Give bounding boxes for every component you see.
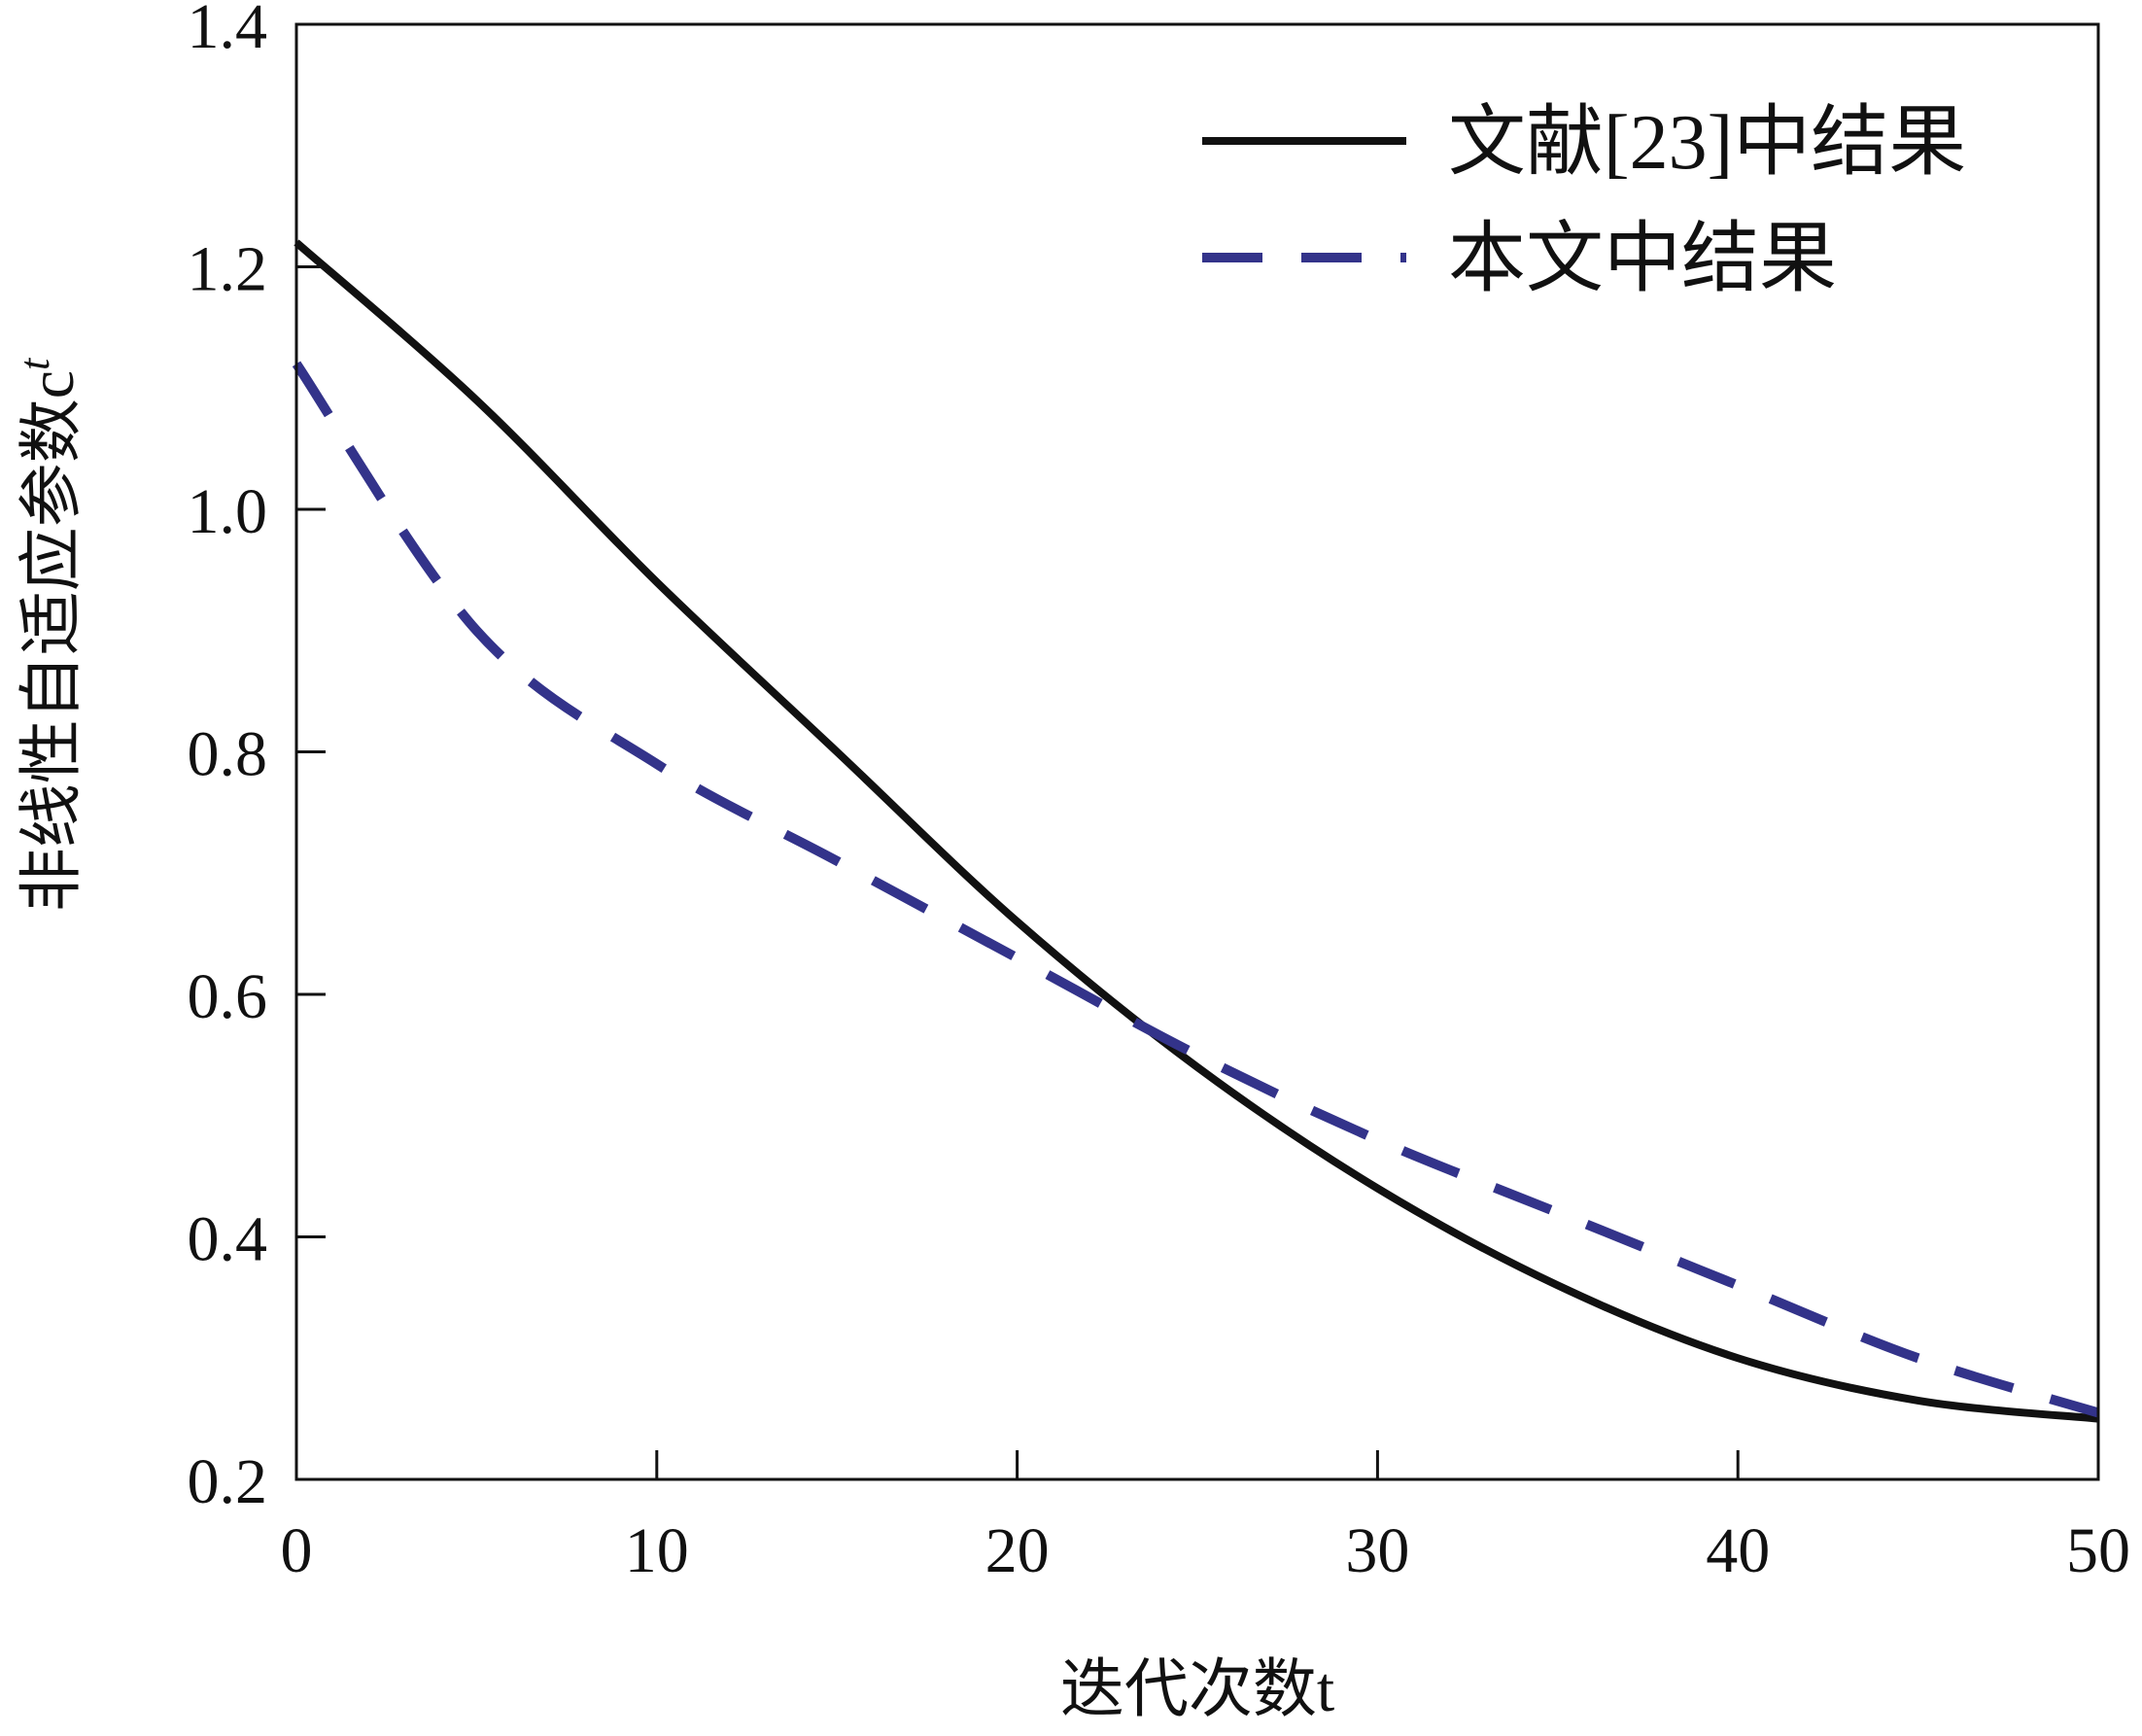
y-axis-label: 非线性自适应参数ct [11, 357, 87, 912]
series-line-1 [294, 239, 2099, 1423]
x-tick-label: 50 [2066, 1515, 2130, 1586]
x-tick-label: 30 [1345, 1515, 1409, 1586]
y-tick-label: 0.2 [188, 1446, 268, 1517]
axis-ticks: 0 10 20 30 40 50 0.2 0.4 0.6 0.8 1.0 1.2 1.4 [188, 0, 2131, 1586]
y-tick-label: 1.4 [188, 0, 268, 62]
series-lines [292, 239, 2100, 1423]
y-tick-label: 1.0 [188, 476, 268, 547]
legend-label-2: 本文中结果 [1448, 217, 1837, 302]
y-tick-label: 0.8 [188, 719, 268, 790]
x-tick-label: 40 [1706, 1515, 1770, 1586]
legend-label-1: 文献[23]中结果 [1448, 100, 1966, 186]
x-tick-label: 20 [985, 1515, 1050, 1586]
y-tick-label: 0.4 [188, 1204, 268, 1275]
y-tick-label: 1.2 [188, 234, 268, 305]
plot-frame [294, 22, 2100, 1481]
series-line-2 [292, 361, 2100, 1418]
y-tick-label: 0.6 [188, 961, 268, 1032]
x-tick-label: 10 [625, 1515, 689, 1586]
x-axis-label: 迭代次数t [1060, 1654, 1334, 1725]
x-tick-label: 0 [281, 1515, 313, 1586]
